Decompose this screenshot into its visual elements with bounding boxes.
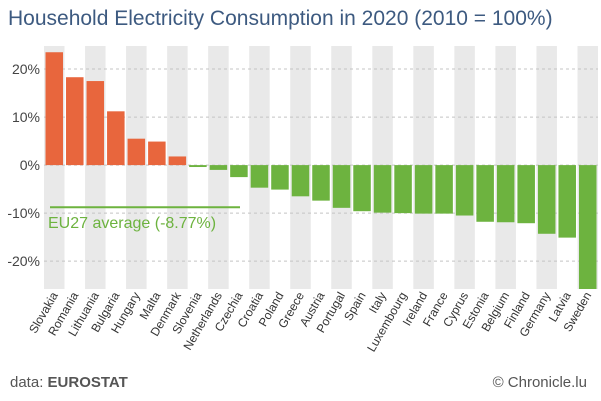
- bar-czechia: [230, 165, 248, 178]
- background-band: [167, 46, 188, 289]
- bar-france: [435, 165, 453, 214]
- bar-greece: [291, 165, 310, 197]
- y-tick-label: -20%: [7, 253, 40, 269]
- credit: © Chronicle.lu: [492, 374, 587, 391]
- bar-austria: [312, 165, 330, 201]
- bar-lithuania: [86, 81, 105, 166]
- bar-spain: [353, 165, 371, 212]
- y-tick-label: 10%: [12, 109, 40, 125]
- data-source: data: EUROSTAT: [10, 374, 128, 391]
- bar-bulgaria: [107, 111, 125, 166]
- bar-poland: [271, 165, 289, 190]
- bar-sweden: [578, 165, 597, 289]
- bar-cyprus: [455, 165, 474, 216]
- y-tick-label: 0%: [20, 157, 40, 173]
- bar-malta: [148, 141, 166, 166]
- data-source-name: EUROSTAT: [47, 374, 128, 391]
- bar-latvia: [558, 165, 576, 238]
- data-source-prefix: data:: [10, 374, 48, 391]
- bar-netherlands: [209, 165, 228, 170]
- bar-estonia: [476, 165, 494, 222]
- bar-finland: [517, 165, 535, 224]
- x-tick-label: Spain: [341, 290, 368, 324]
- bar-luxembourg: [394, 165, 412, 214]
- bar-hungary: [127, 138, 146, 166]
- background-band: [126, 46, 147, 289]
- bar-italy: [373, 165, 392, 213]
- bar-belgium: [496, 165, 515, 223]
- bar-denmark: [168, 156, 187, 166]
- eu27-average-label: EU27 average (-8.77%): [48, 215, 216, 232]
- bar-romania: [66, 77, 84, 166]
- y-tick-label: 20%: [12, 61, 40, 77]
- bar-slovenia: [189, 165, 207, 168]
- bar-portugal: [332, 165, 351, 208]
- y-tick-label: -10%: [7, 205, 40, 221]
- bar-ireland: [414, 165, 433, 214]
- bar-germany: [537, 165, 556, 234]
- bar-slovakia: [45, 52, 64, 166]
- bar-croatia: [250, 165, 269, 188]
- chart-title: Household Electricity Consumption in 202…: [8, 7, 553, 30]
